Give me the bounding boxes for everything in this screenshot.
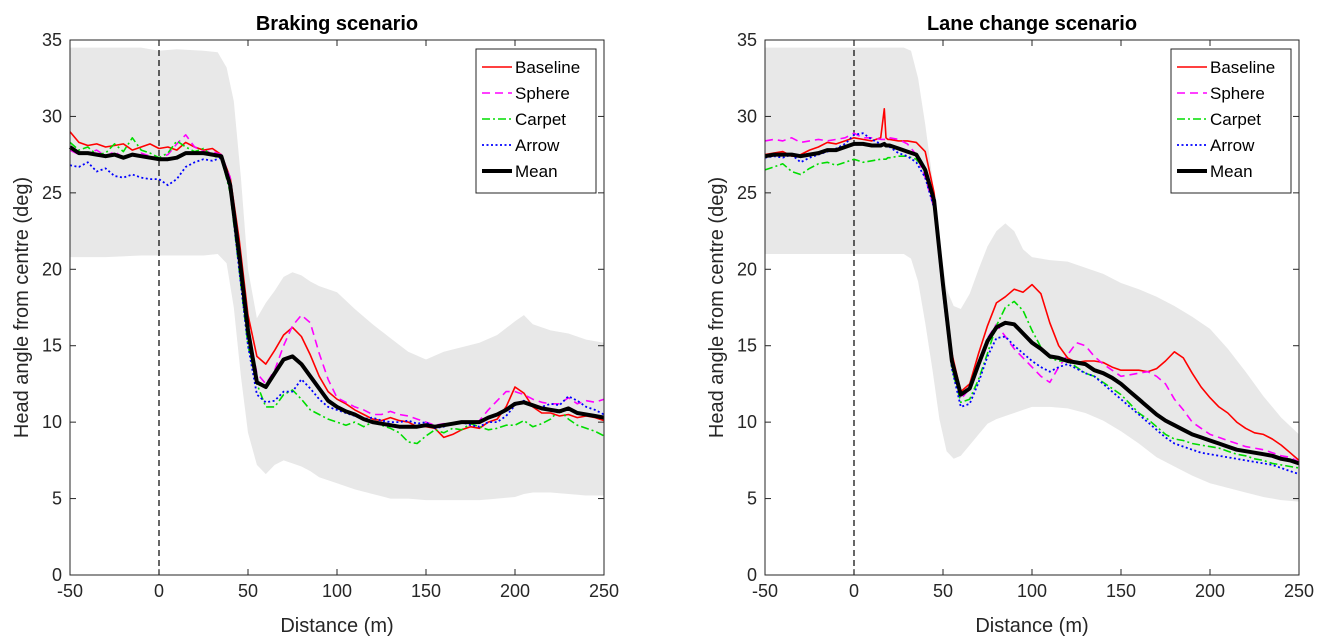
x-tick-label: 250 bbox=[589, 581, 619, 601]
legend-label-mean: Mean bbox=[515, 162, 558, 181]
x-tick-label: 100 bbox=[322, 581, 352, 601]
y-tick-label: 15 bbox=[42, 336, 62, 356]
legend-label-sphere: Sphere bbox=[515, 84, 570, 103]
x-tick-label: 0 bbox=[849, 581, 859, 601]
legend-label-mean: Mean bbox=[1210, 162, 1253, 181]
x-tick-label: 150 bbox=[1106, 581, 1136, 601]
legend-label-carpet: Carpet bbox=[515, 110, 566, 129]
legend-label-baseline: Baseline bbox=[1210, 58, 1275, 77]
x-tick-label: 150 bbox=[411, 581, 441, 601]
y-tick-label: 25 bbox=[737, 183, 757, 203]
chart-panel-1: -50 0 50 100 150 200 25005101520253035Braking … bbox=[11, 13, 619, 637]
legend-label-carpet: Carpet bbox=[1210, 110, 1261, 129]
series-line-baseline bbox=[69, 131, 605, 439]
x-tick-label: 100 bbox=[1017, 581, 1047, 601]
y-tick-label: 25 bbox=[42, 183, 62, 203]
x-tick-label: -50 bbox=[57, 581, 83, 601]
y-axis-label: Head angle from centre (deg) bbox=[11, 177, 33, 438]
y-tick-label: 10 bbox=[42, 412, 62, 432]
series-line-baseline bbox=[764, 108, 1300, 462]
y-tick-label: 35 bbox=[42, 30, 62, 50]
series-line-sphere bbox=[764, 132, 1300, 463]
y-axis-label: Head angle from centre (deg) bbox=[706, 177, 728, 438]
legend: Baseline Sphere Carpet Arrow Mean bbox=[475, 48, 597, 194]
y-tick-label: 20 bbox=[42, 259, 62, 279]
legend-label-arrow: Arrow bbox=[1210, 136, 1255, 155]
legend-label-baseline: Baseline bbox=[515, 58, 580, 77]
x-axis-label: Distance (m) bbox=[280, 615, 393, 637]
x-axis-label: Distance (m) bbox=[975, 615, 1088, 637]
x-tick-label: 200 bbox=[1195, 581, 1225, 601]
legend-label-arrow: Arrow bbox=[515, 136, 560, 155]
y-tick-label: 5 bbox=[747, 489, 757, 509]
y-tick-label: 10 bbox=[737, 412, 757, 432]
chart-title: Lane change scenario bbox=[927, 13, 1137, 35]
x-tick-label: -50 bbox=[752, 581, 778, 601]
y-tick-label: 5 bbox=[52, 489, 62, 509]
series-line-mean bbox=[764, 141, 1300, 466]
series-line-mean bbox=[68, 145, 605, 429]
x-tick-label: 50 bbox=[238, 581, 258, 601]
x-tick-label: 250 bbox=[1284, 581, 1314, 601]
variability-band bbox=[70, 47, 604, 501]
series-line-carpet bbox=[764, 155, 1300, 469]
y-tick-label: 20 bbox=[737, 259, 757, 279]
x-tick-label: 0 bbox=[154, 581, 164, 601]
y-tick-label: 35 bbox=[737, 30, 757, 50]
y-tick-label: 30 bbox=[42, 106, 62, 126]
y-tick-label: 0 bbox=[747, 565, 757, 585]
x-tick-label: 200 bbox=[500, 581, 530, 601]
series-line-arrow bbox=[764, 132, 1300, 475]
chart-title: Braking scenario bbox=[256, 13, 418, 35]
y-tick-label: 15 bbox=[737, 336, 757, 356]
variability-band bbox=[765, 47, 1299, 502]
legend-label-sphere: Sphere bbox=[1210, 84, 1265, 103]
x-tick-label: 50 bbox=[933, 581, 953, 601]
legend: Baseline Sphere Carpet Arrow Mean bbox=[1170, 48, 1292, 194]
y-tick-label: 0 bbox=[52, 565, 62, 585]
y-tick-label: 30 bbox=[737, 106, 757, 126]
